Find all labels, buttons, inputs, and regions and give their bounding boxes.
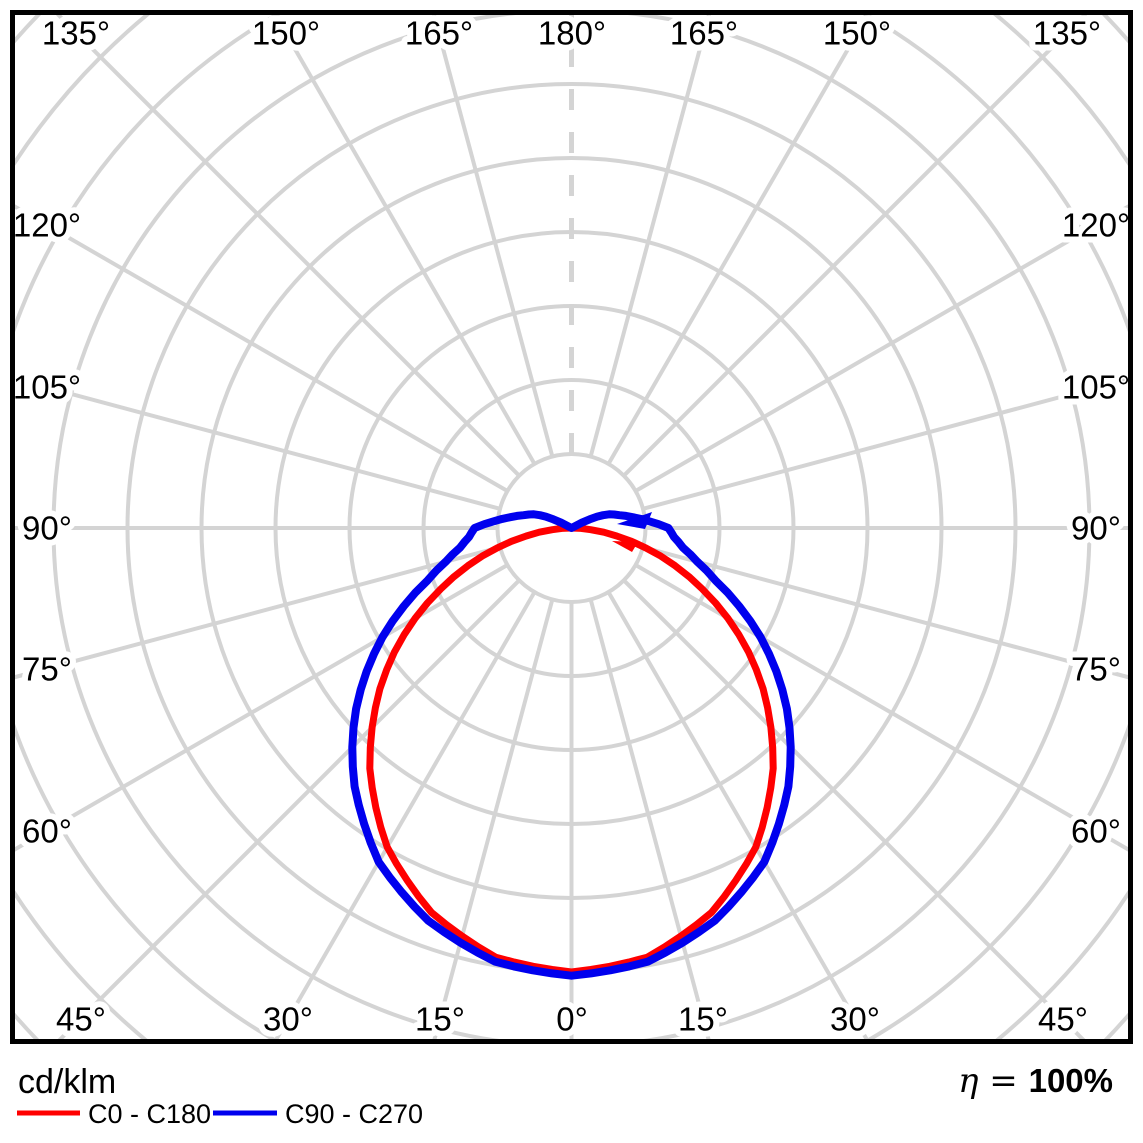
grid-spoke [642,376,1129,511]
legend-label-c0: C0 - C180 [88,1099,211,1129]
grid-spoke [431,14,555,458]
angle-label: 90° [22,510,72,547]
curve-c90-c270 [348,510,795,980]
angle-label: 75° [22,651,72,688]
intensity-curves [348,510,795,980]
blue-curve-arrow [617,512,652,529]
red-curve-arrow [612,541,638,552]
grid-spoke [622,578,1086,1041]
efficiency-label: η = 100% [958,1061,1113,1101]
angle-label: 135° [42,15,110,52]
angle-label: 30° [830,1001,880,1038]
grid-spoke [14,376,501,511]
legend-label-c90: C90 - C270 [285,1099,423,1129]
angle-label: 150° [823,15,891,52]
angle-label: 45° [1038,1001,1088,1038]
grid-spoke [622,14,1087,478]
angle-label: 180° [538,15,606,52]
angle-label: 60° [22,813,72,850]
angle-label: 120° [13,207,81,244]
angle-label: 165° [670,15,738,52]
angle-label: 135° [1033,15,1101,52]
angle-label: 75° [1071,651,1121,688]
legend-item-c0: C0 - C180 [17,1099,211,1129]
angle-label: 165° [405,15,473,52]
angle-label: 15° [415,1001,465,1038]
grid-spoke [432,598,555,1041]
grid-spoke [57,578,521,1041]
grid-spoke [273,591,537,1041]
grid-spoke [14,563,509,852]
angle-label: 30° [263,1001,313,1038]
grid-spoke [588,14,712,458]
curve-direction-arrows [612,512,652,552]
plot-border [10,10,1133,1044]
angle-label: 105° [13,369,81,406]
angle-label: 45° [56,1001,106,1038]
eta-value: 100% [1029,1062,1113,1099]
angle-label: 60° [1071,813,1121,850]
legend-item-c90: C90 - C270 [213,1099,423,1129]
angle-label: 90° [1071,510,1121,547]
grid-spoke [642,545,1129,680]
angle-label: 150° [252,15,320,52]
angle-labels: 0° 15° 15° 30° 30° 45° 45° 60° 60° 75° 75° 90° 90° 10… [7,9,1136,1044]
grid-spoke [606,591,870,1041]
grid-spoke [606,14,870,465]
grid-spoke [56,14,521,478]
angle-label: 0° [556,1001,588,1038]
grid-spoke [273,14,537,465]
angle-label: 15° [678,1001,728,1038]
angle-label: 120° [1062,207,1130,244]
grid-spoke [634,204,1129,493]
grid-spoke [14,545,501,680]
grid-spoke [634,563,1129,852]
angle-label: 105° [1062,369,1130,406]
grid-spoke [588,598,711,1041]
grid-spoke [14,204,509,493]
eta-symbol: η = [958,1061,1028,1101]
legend: cd/klm C0 - C180 C90 - C270 η = 100% [17,1061,1113,1129]
unit-label: cd/klm [18,1063,116,1101]
